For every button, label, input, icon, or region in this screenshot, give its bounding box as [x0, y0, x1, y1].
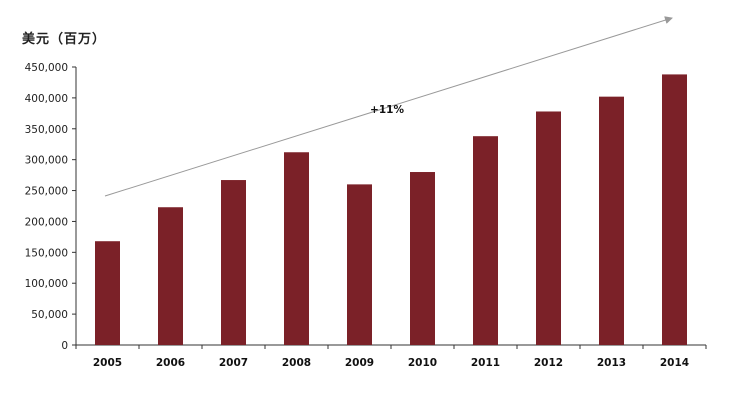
trend-arrow [104, 16, 673, 197]
x-category-label: 2008 [282, 357, 311, 369]
y-unit-label: 美元（百万） [22, 32, 107, 47]
bar-2008 [284, 152, 309, 345]
x-category-label: 2010 [408, 357, 437, 369]
bar-2009 [347, 184, 372, 345]
bar-2007 [221, 180, 246, 345]
x-category-label: 2014 [660, 357, 689, 369]
bar-2011 [473, 136, 498, 345]
bar-2006 [158, 207, 183, 345]
y-tick-label: 0 [61, 340, 68, 352]
bar-2005 [95, 241, 120, 345]
x-category-label: 2009 [345, 357, 374, 369]
bar-2013 [599, 96, 624, 345]
x-category-label: 2006 [156, 357, 185, 369]
y-tick-label: 200,000 [25, 216, 68, 228]
y-tick-label: 450,000 [25, 62, 68, 74]
y-tick-label: 100,000 [25, 278, 68, 290]
y-tick-label: 150,000 [25, 247, 68, 259]
bar-2012 [536, 111, 561, 345]
y-tick-label: 400,000 [25, 93, 68, 105]
x-category-label: 2007 [219, 357, 248, 369]
x-category-label: 2012 [534, 357, 563, 369]
y-tick-label: 250,000 [25, 186, 68, 198]
x-category-label: 2011 [471, 357, 500, 369]
y-tick-label: 50,000 [31, 309, 68, 321]
growth-annotation: +11% [370, 104, 404, 116]
y-tick-label: 350,000 [25, 124, 68, 136]
bar-2010 [410, 172, 435, 345]
bar-2014 [662, 74, 687, 345]
x-category-label: 2013 [597, 357, 626, 369]
x-category-label: 2005 [93, 357, 122, 369]
y-tick-label: 300,000 [25, 155, 68, 167]
